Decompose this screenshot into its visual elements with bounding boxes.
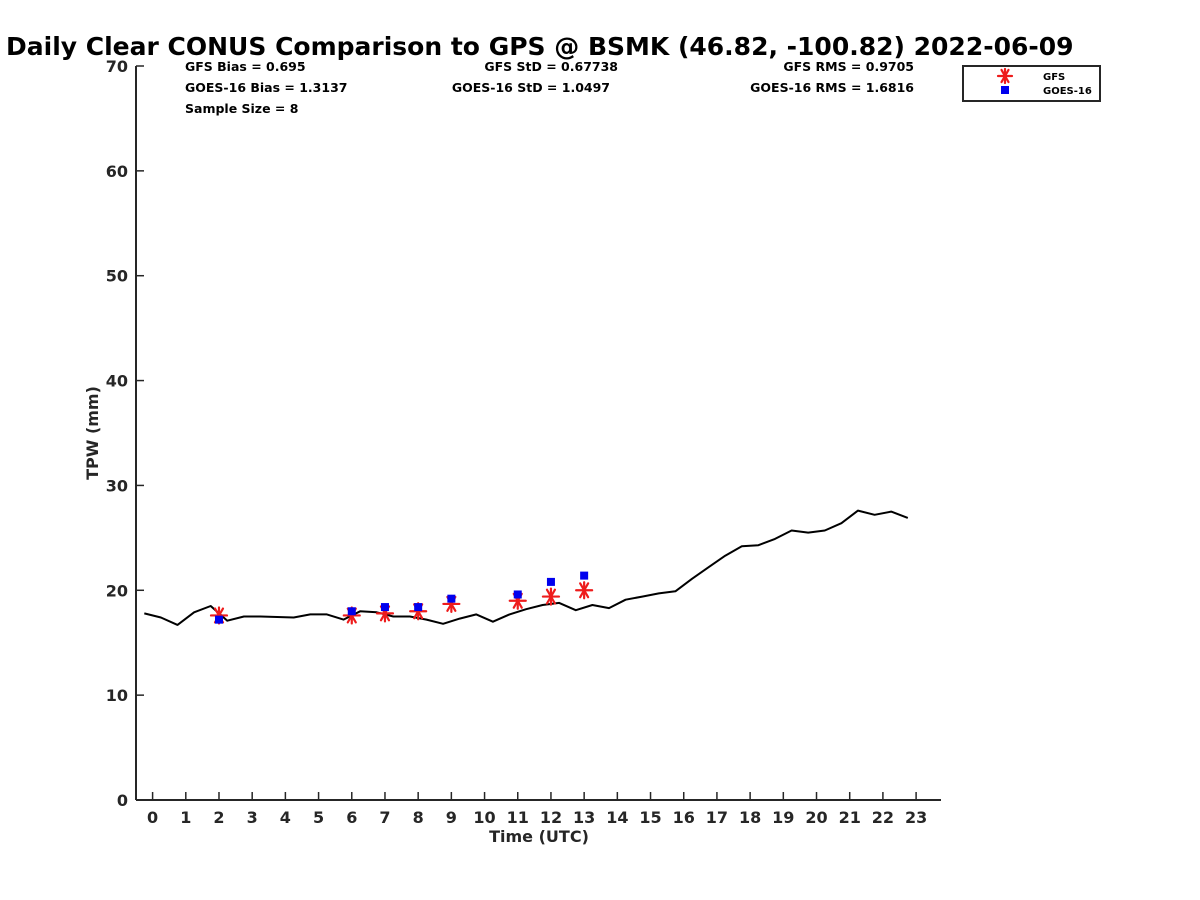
stat-sample-size: Sample Size = 8 xyxy=(185,101,298,116)
x-tick-label: 23 xyxy=(905,808,927,827)
y-tick-label: 10 xyxy=(106,686,128,705)
y-tick-label: 40 xyxy=(106,372,128,391)
x-tick-label: 1 xyxy=(180,808,191,827)
x-tick-label: 14 xyxy=(606,808,628,827)
x-tick-label: 11 xyxy=(507,808,529,827)
y-tick-label: 50 xyxy=(106,267,128,286)
goes-data-point xyxy=(414,603,423,612)
legend: GFS GOES-16 xyxy=(962,65,1101,102)
plot-area xyxy=(144,509,909,626)
x-tick-label: 12 xyxy=(540,808,562,827)
stat-goes-std: GOES-16 StD = 1.0497 xyxy=(452,80,610,95)
x-tick-label: 15 xyxy=(639,808,661,827)
x-tick-label: 3 xyxy=(247,808,258,827)
chart-title: Daily Clear CONUS Comparison to GPS @ BS… xyxy=(6,32,1074,61)
stat-gfs-bias: GFS Bias = 0.695 xyxy=(185,59,306,74)
statistics-block: GFS Bias = 0.695 GOES-16 Bias = 1.3137 S… xyxy=(185,59,914,116)
stat-goes-rms: GOES-16 RMS = 1.6816 xyxy=(750,80,914,95)
axes xyxy=(135,66,941,801)
y-axis-label: TPW (mm) xyxy=(83,386,102,480)
goes-data-point xyxy=(347,607,356,616)
x-tick-label: 17 xyxy=(706,808,728,827)
gfs-data-point xyxy=(541,587,561,606)
x-tick-label: 22 xyxy=(872,808,894,827)
legend-goes-square-icon xyxy=(1001,86,1009,94)
x-tick-label: 21 xyxy=(839,808,861,827)
y-tick-label: 70 xyxy=(106,57,128,76)
stat-gfs-std: GFS StD = 0.67738 xyxy=(484,59,618,74)
legend-goes-square xyxy=(1001,86,1009,94)
goes-data-point xyxy=(380,603,389,612)
y-tick-label: 20 xyxy=(106,581,128,600)
stat-gfs-rms: GFS RMS = 0.9705 xyxy=(783,59,914,74)
goes-data-point xyxy=(580,571,589,580)
x-tick-label: 2 xyxy=(213,808,224,827)
goes-data-point xyxy=(447,594,456,603)
goes-data-point xyxy=(546,577,555,586)
x-tick-label: 16 xyxy=(673,808,695,827)
x-axis-label: Time (UTC) xyxy=(489,827,589,846)
legend-gfs-asterisk-icon xyxy=(996,67,1014,85)
stat-goes-bias: GOES-16 Bias = 1.3137 xyxy=(185,80,347,95)
tick-marks xyxy=(136,65,917,801)
x-tick-label: 4 xyxy=(280,808,291,827)
gfs-data-point xyxy=(575,581,594,600)
y-tick-label: 30 xyxy=(106,476,128,495)
x-tick-label: 7 xyxy=(379,808,390,827)
legend-gfs-label: GFS xyxy=(1043,72,1065,83)
y-tick-label: 0 xyxy=(117,791,128,810)
x-tick-label: 9 xyxy=(446,808,457,827)
gps-tpw-line xyxy=(144,509,909,626)
goes-data-point xyxy=(214,615,223,624)
x-tick-label: 20 xyxy=(805,808,827,827)
x-tick-label: 19 xyxy=(772,808,794,827)
x-tick-label: 6 xyxy=(346,808,357,827)
x-tick-label: 8 xyxy=(413,808,424,827)
x-tick-label: 13 xyxy=(573,808,595,827)
x-tick-label: 0 xyxy=(147,808,158,827)
legend-goes-label: GOES-16 xyxy=(1043,86,1092,97)
y-tick-label: 60 xyxy=(106,162,128,181)
legend-box xyxy=(962,65,1101,102)
x-tick-label: 18 xyxy=(739,808,761,827)
goes-data-point xyxy=(513,590,522,599)
x-tick-label: 10 xyxy=(473,808,495,827)
legend-gfs-asterisk xyxy=(996,67,1014,85)
x-tick-label: 5 xyxy=(313,808,324,827)
